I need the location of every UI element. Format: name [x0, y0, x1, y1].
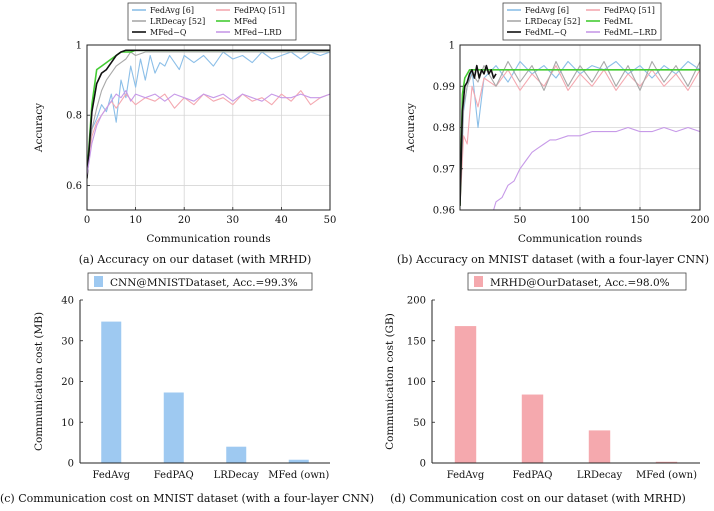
bar-fedpaq — [163, 392, 184, 463]
panel-b-accuracy-mnist: (b) Accuracy on MNIST dataset (with a fo… — [397, 2, 710, 266]
y-tick-label: 0.96 — [433, 206, 455, 217]
caption-d: (d) Communication cost on our dataset (w… — [390, 492, 686, 505]
series-line-fedml-lrd — [493, 126, 700, 210]
legend: MRHD@OurDataset, Acc.=98.0% — [467, 272, 687, 291]
series-line-fedpaq-51 — [460, 65, 700, 206]
y-tick-label: 200 — [407, 296, 426, 307]
legend-label-mfed-q: MFed−Q — [150, 28, 187, 37]
x-tick-label: 150 — [630, 215, 649, 226]
y-tick-label: 100 — [407, 377, 426, 388]
legend-label-fedml-lrd: FedML−LRD — [604, 28, 657, 37]
y-tick-label: 0.98 — [433, 123, 455, 134]
x-axis-label: Communication rounds — [146, 233, 270, 245]
y-tick-label: 30 — [61, 336, 74, 347]
caption-b: (b) Accuracy on MNIST dataset (with a fo… — [397, 253, 709, 266]
y-tick-label: 1 — [449, 41, 455, 52]
x-category-label: FedAvg — [447, 470, 485, 481]
legend-label-fedml-q: FedML−Q — [525, 28, 567, 37]
series-line-lrdecay-52 — [87, 51, 330, 168]
x-tick-label: 10 — [129, 215, 142, 226]
panel-c-communication-cost-mnist: (c) Communication cost on MNIST dataset … — [0, 272, 374, 505]
y-tick-label: 150 — [407, 336, 426, 347]
series-line-lrdecay-52 — [460, 60, 700, 206]
legend-label-lrdecay-52: LRDecay [52] — [150, 17, 205, 26]
y-tick-label: 0.6 — [66, 181, 82, 192]
bar-lrdecay — [588, 430, 611, 463]
bar-fedavg — [454, 326, 477, 463]
legend-label-fedavg-6: FedAvg [6] — [525, 6, 569, 15]
legend: CNN@MNISTDataset, Acc.=99.3% — [87, 272, 313, 291]
legend-label-fedavg-6: FedAvg [6] — [150, 6, 194, 15]
x-tick-label: 20 — [178, 215, 191, 226]
y-tick-label: 0 — [68, 459, 74, 470]
x-category-label: FedAvg — [92, 470, 130, 481]
caption-a: (a) Accuracy on our dataset (with MRHD) — [79, 253, 311, 266]
series-line-mfed — [87, 49, 330, 175]
legend-label-lrdecay-52: LRDecay [52] — [525, 17, 580, 26]
y-tick-label: 20 — [61, 377, 74, 388]
y-tick-label: 0 — [420, 459, 426, 470]
legend-swatch — [94, 276, 103, 287]
x-category-label: MFed (own) — [636, 470, 697, 481]
legend-label-mfed: MFed — [234, 17, 257, 26]
y-axis-label: Accuracy — [33, 103, 45, 153]
series-line-fedpaq-51 — [87, 90, 330, 172]
bar-lrdecay — [226, 446, 247, 463]
y-axis-label: Accuracy — [405, 103, 417, 153]
x-category-label: FedPAQ — [513, 470, 553, 481]
x-category-label: MFed (own) — [268, 470, 329, 481]
legend-label-fedml: FedML — [604, 17, 633, 26]
y-axis-label: Communication cost (MB) — [33, 312, 45, 451]
bar-mfed-own — [288, 459, 309, 463]
y-tick-label: 1 — [76, 41, 82, 52]
caption-c: (c) Communication cost on MNIST dataset … — [0, 492, 374, 505]
y-tick-label: 50 — [413, 418, 426, 429]
bar-fedavg — [101, 321, 122, 463]
legend-label: CNN@MNISTDataset, Acc.=99.3% — [110, 277, 298, 289]
y-tick-label: 0.8 — [66, 111, 82, 122]
x-axis-label: Communication rounds — [518, 233, 642, 245]
y-axis-label: Communication cost (GB) — [384, 313, 396, 450]
panel-a-accuracy-our-dataset: (a) Accuracy on our dataset (with MRHD) … — [33, 2, 337, 266]
legend-label-fedpaq-51: FedPAQ [51] — [604, 6, 655, 15]
series-line-fedavg-6 — [87, 51, 330, 168]
x-category-label: LRDecay — [214, 470, 260, 481]
legend-box — [502, 2, 662, 41]
bar-fedpaq — [521, 394, 544, 463]
legend: FedAvg [6] FedPAQ [51] LRDecay [52] FedML Fe… — [502, 2, 662, 41]
legend-label-fedpaq-51: FedPAQ [51] — [234, 6, 285, 15]
x-tick-label: 100 — [570, 215, 589, 226]
x-tick-label: 40 — [275, 215, 288, 226]
plot-frame — [86, 44, 331, 211]
series-line-mfed-lrd — [87, 90, 330, 175]
x-tick-label: 30 — [226, 215, 239, 226]
legend: FedAvg [6] FedPAQ [51] LRDecay [52] MFed MFe… — [127, 2, 297, 41]
legend-box — [127, 2, 297, 41]
x-category-label: FedPAQ — [154, 470, 194, 481]
legend-label-mfed-lrd: MFed−LRD — [234, 28, 282, 37]
panel-d-communication-cost-our-dataset: (d) Communication cost on our dataset (w… — [384, 272, 700, 505]
y-tick-label: 10 — [61, 418, 74, 429]
x-tick-label: 200 — [690, 215, 709, 226]
series-line-fedml-q — [460, 64, 497, 206]
legend-box — [467, 272, 687, 291]
legend-label: MRHD@OurDataset, Acc.=98.0% — [490, 277, 670, 289]
x-category-label: LRDecay — [577, 470, 623, 481]
y-tick-label: 0.99 — [433, 82, 455, 93]
bar-mfed-own — [655, 461, 678, 463]
x-tick-label: 50 — [514, 215, 527, 226]
x-tick-label: 0 — [84, 215, 90, 226]
legend-swatch — [474, 276, 483, 287]
y-tick-label: 0.97 — [433, 164, 455, 175]
series-line-mfed-q — [87, 49, 330, 179]
y-tick-label: 40 — [61, 296, 74, 307]
legend-box — [87, 272, 313, 291]
x-tick-label: 50 — [324, 215, 337, 226]
